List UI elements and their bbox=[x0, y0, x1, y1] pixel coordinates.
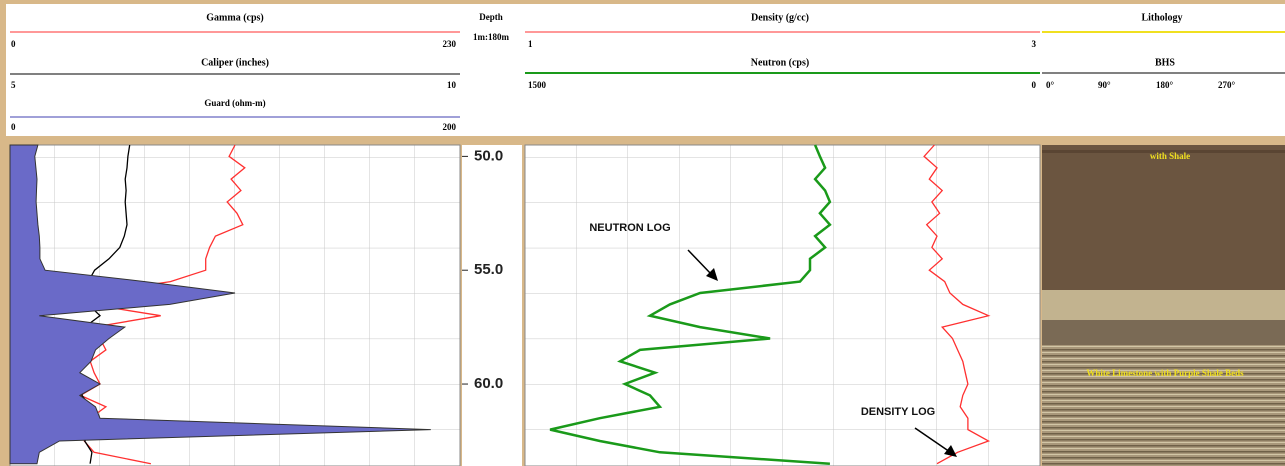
arrow bbox=[687, 249, 713, 276]
curve-title: Neutron (cps) bbox=[751, 57, 809, 68]
scale-min: 0 bbox=[11, 39, 16, 49]
curve-title: Caliper (inches) bbox=[201, 57, 269, 68]
arrow-head bbox=[944, 445, 957, 457]
annotation: DENSITY LOG bbox=[861, 406, 935, 418]
scale-min: 1 bbox=[528, 39, 533, 49]
depth-title: Depth bbox=[479, 12, 503, 22]
image-title: BHS bbox=[1155, 57, 1175, 68]
track-2-grid bbox=[524, 144, 1041, 466]
scale-max: 200 bbox=[443, 122, 457, 132]
header-panel bbox=[6, 4, 1285, 136]
bed-label: with Shale bbox=[1150, 151, 1190, 161]
arrow bbox=[914, 427, 951, 453]
curve bbox=[549, 144, 832, 465]
depth-label: 60.0 bbox=[474, 375, 503, 392]
scale-max: 3 bbox=[1032, 39, 1037, 49]
curve-title: Guard (ohm-m) bbox=[204, 98, 265, 108]
azimuth-label: 180° bbox=[1156, 80, 1174, 90]
azimuth-label: 90° bbox=[1098, 80, 1111, 90]
arrow-head bbox=[706, 268, 718, 281]
depth-track bbox=[462, 145, 522, 466]
curve-fill bbox=[9, 144, 431, 465]
scale-min: 0 bbox=[11, 122, 16, 132]
lithology-image bbox=[1042, 145, 1285, 466]
curves: 50.0 55.0 60.0 bbox=[9, 144, 991, 465]
annotation: NEUTRON LOG bbox=[589, 222, 670, 234]
scale-max: 0 bbox=[1032, 80, 1037, 90]
curve-title: Gamma (cps) bbox=[206, 12, 264, 23]
scale-min: 5 bbox=[11, 80, 16, 90]
curve-title: Density (g/cc) bbox=[751, 12, 809, 23]
bed-label: White Limestone with Purple Shale Beds bbox=[1086, 368, 1244, 378]
depth-scale: 1m:180m bbox=[473, 32, 509, 42]
depth-label: 50.0 bbox=[474, 147, 503, 164]
azimuth-label: 270° bbox=[1218, 80, 1236, 90]
azimuth-label: 0° bbox=[1046, 80, 1055, 90]
scale-min: 1500 bbox=[528, 80, 547, 90]
lithology-title: Lithology bbox=[1141, 12, 1182, 23]
scale-max: 230 bbox=[443, 39, 457, 49]
curve bbox=[923, 144, 991, 465]
scale-max: 10 bbox=[447, 80, 457, 90]
depth-label: 55.0 bbox=[474, 261, 503, 278]
